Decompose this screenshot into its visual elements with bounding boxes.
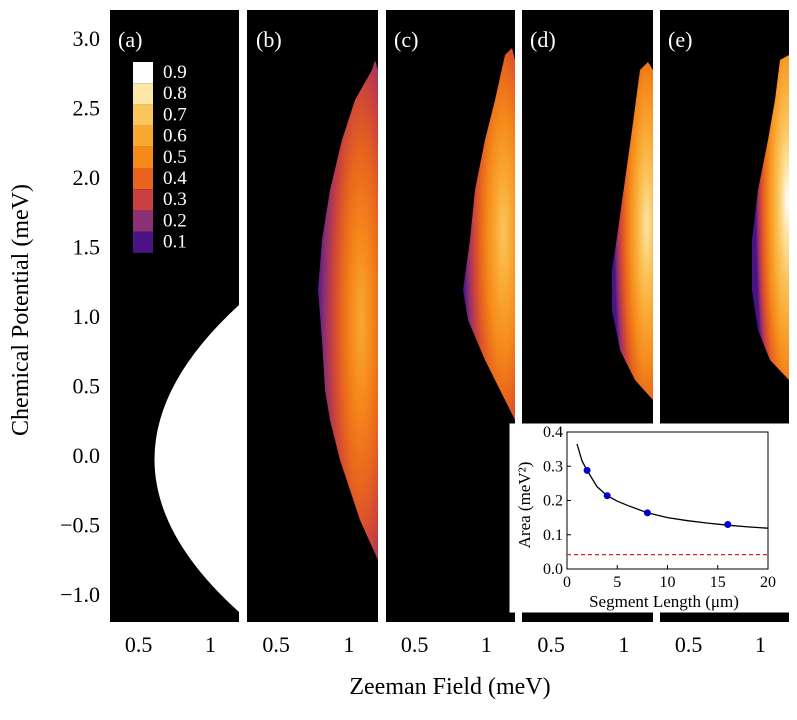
colorbar-swatch [133, 83, 153, 105]
y-tick-label: 1.5 [73, 234, 101, 259]
panel-d-probability-region [612, 62, 653, 400]
y-tick-label: 0.5 [73, 374, 101, 399]
inset-data-point [583, 466, 591, 474]
colorbar-swatch [133, 231, 153, 253]
inset-data-point [643, 509, 651, 517]
panel-d-label: (d) [530, 27, 556, 52]
x-tick-label: 0.5 [262, 632, 290, 657]
x-axis: 0.5 1 0.5 1 0.5 1 0.5 1 0.5 1 [125, 632, 766, 657]
y-axis: 3.0 2.5 2.0 1.5 1.0 0.5 0.0 −0.5 −1.0 [60, 26, 100, 607]
inset-background [509, 423, 791, 613]
inset-x-tick-label: 15 [710, 574, 726, 591]
inset-x-tick-label: 10 [660, 574, 676, 591]
x-tick-label: 0.5 [125, 632, 153, 657]
x-axis-label: Zeeman Field (meV) [349, 674, 550, 700]
x-tick-label: 0.5 [401, 632, 429, 657]
inset-y-tick-label: 0.3 [543, 458, 563, 475]
y-tick-label: 2.5 [73, 95, 101, 120]
colorbar-label: 0.3 [163, 189, 187, 210]
y-tick-label: −0.5 [60, 513, 100, 538]
colorbar: 0.90.80.70.60.50.40.30.20.1 [133, 62, 187, 253]
inset-y-tick-label: 0.1 [543, 527, 563, 544]
colorbar-label: 0.5 [163, 147, 187, 168]
colorbar-label: 0.6 [163, 126, 187, 147]
panel-c-label: (c) [394, 27, 418, 52]
y-tick-label: 3.0 [73, 26, 101, 51]
inset-chart: Area (meV²) Segment Length (μm) 0 5 10 15 20… [509, 423, 791, 613]
y-axis-label: Chemical Potential (meV) [8, 184, 34, 436]
inset-x-tick-label: 5 [613, 574, 621, 591]
x-tick-label: 1 [755, 632, 766, 657]
y-tick-label: 2.0 [73, 165, 101, 190]
y-tick-label: −1.0 [60, 582, 100, 607]
colorbar-label: 0.9 [163, 62, 187, 83]
x-tick-label: 1 [618, 632, 629, 657]
y-tick-label: 1.0 [73, 304, 101, 329]
colorbar-swatch [133, 104, 153, 126]
colorbar-label: 0.8 [163, 83, 187, 104]
panel-b-label: (b) [256, 27, 282, 52]
colorbar-label: 0.1 [163, 232, 187, 253]
panel-a-label: (a) [118, 27, 142, 52]
colorbar-swatch [133, 62, 153, 84]
inset-y-label: Area (meV²) [515, 462, 534, 549]
colorbar-swatch [133, 125, 153, 147]
inset-y-tick-label: 0.2 [543, 493, 563, 510]
panel-e-probability-region [752, 55, 789, 380]
colorbar-label: 0.4 [163, 168, 187, 189]
inset-x-label: Segment Length (μm) [589, 592, 739, 611]
panel-e-label: (e) [668, 27, 692, 52]
inset-data-point [603, 492, 611, 500]
x-tick-label: 0.5 [675, 632, 703, 657]
colorbar-label: 0.2 [163, 210, 187, 231]
colorbar-swatch [133, 189, 153, 211]
colorbar-swatch [133, 146, 153, 168]
inset-y-tick-label: 0.0 [543, 561, 563, 578]
panel-a-topological-region [154, 305, 239, 612]
x-tick-label: 1 [481, 632, 492, 657]
panel-b-probability-region [318, 60, 378, 560]
inset-x-tick-label: 20 [760, 574, 776, 591]
y-tick-label: 0.0 [73, 443, 101, 468]
inset-data-point [724, 520, 732, 528]
panel-c-probability-region [463, 48, 515, 420]
inset-y-tick-label: 0.4 [543, 424, 563, 441]
x-tick-label: 0.5 [537, 632, 565, 657]
x-tick-label: 1 [205, 632, 216, 657]
colorbar-swatch [133, 210, 153, 232]
inset-x-tick-label: 0 [563, 574, 571, 591]
colorbar-label: 0.7 [163, 104, 187, 125]
colorbar-swatch [133, 168, 153, 190]
x-tick-label: 1 [343, 632, 354, 657]
